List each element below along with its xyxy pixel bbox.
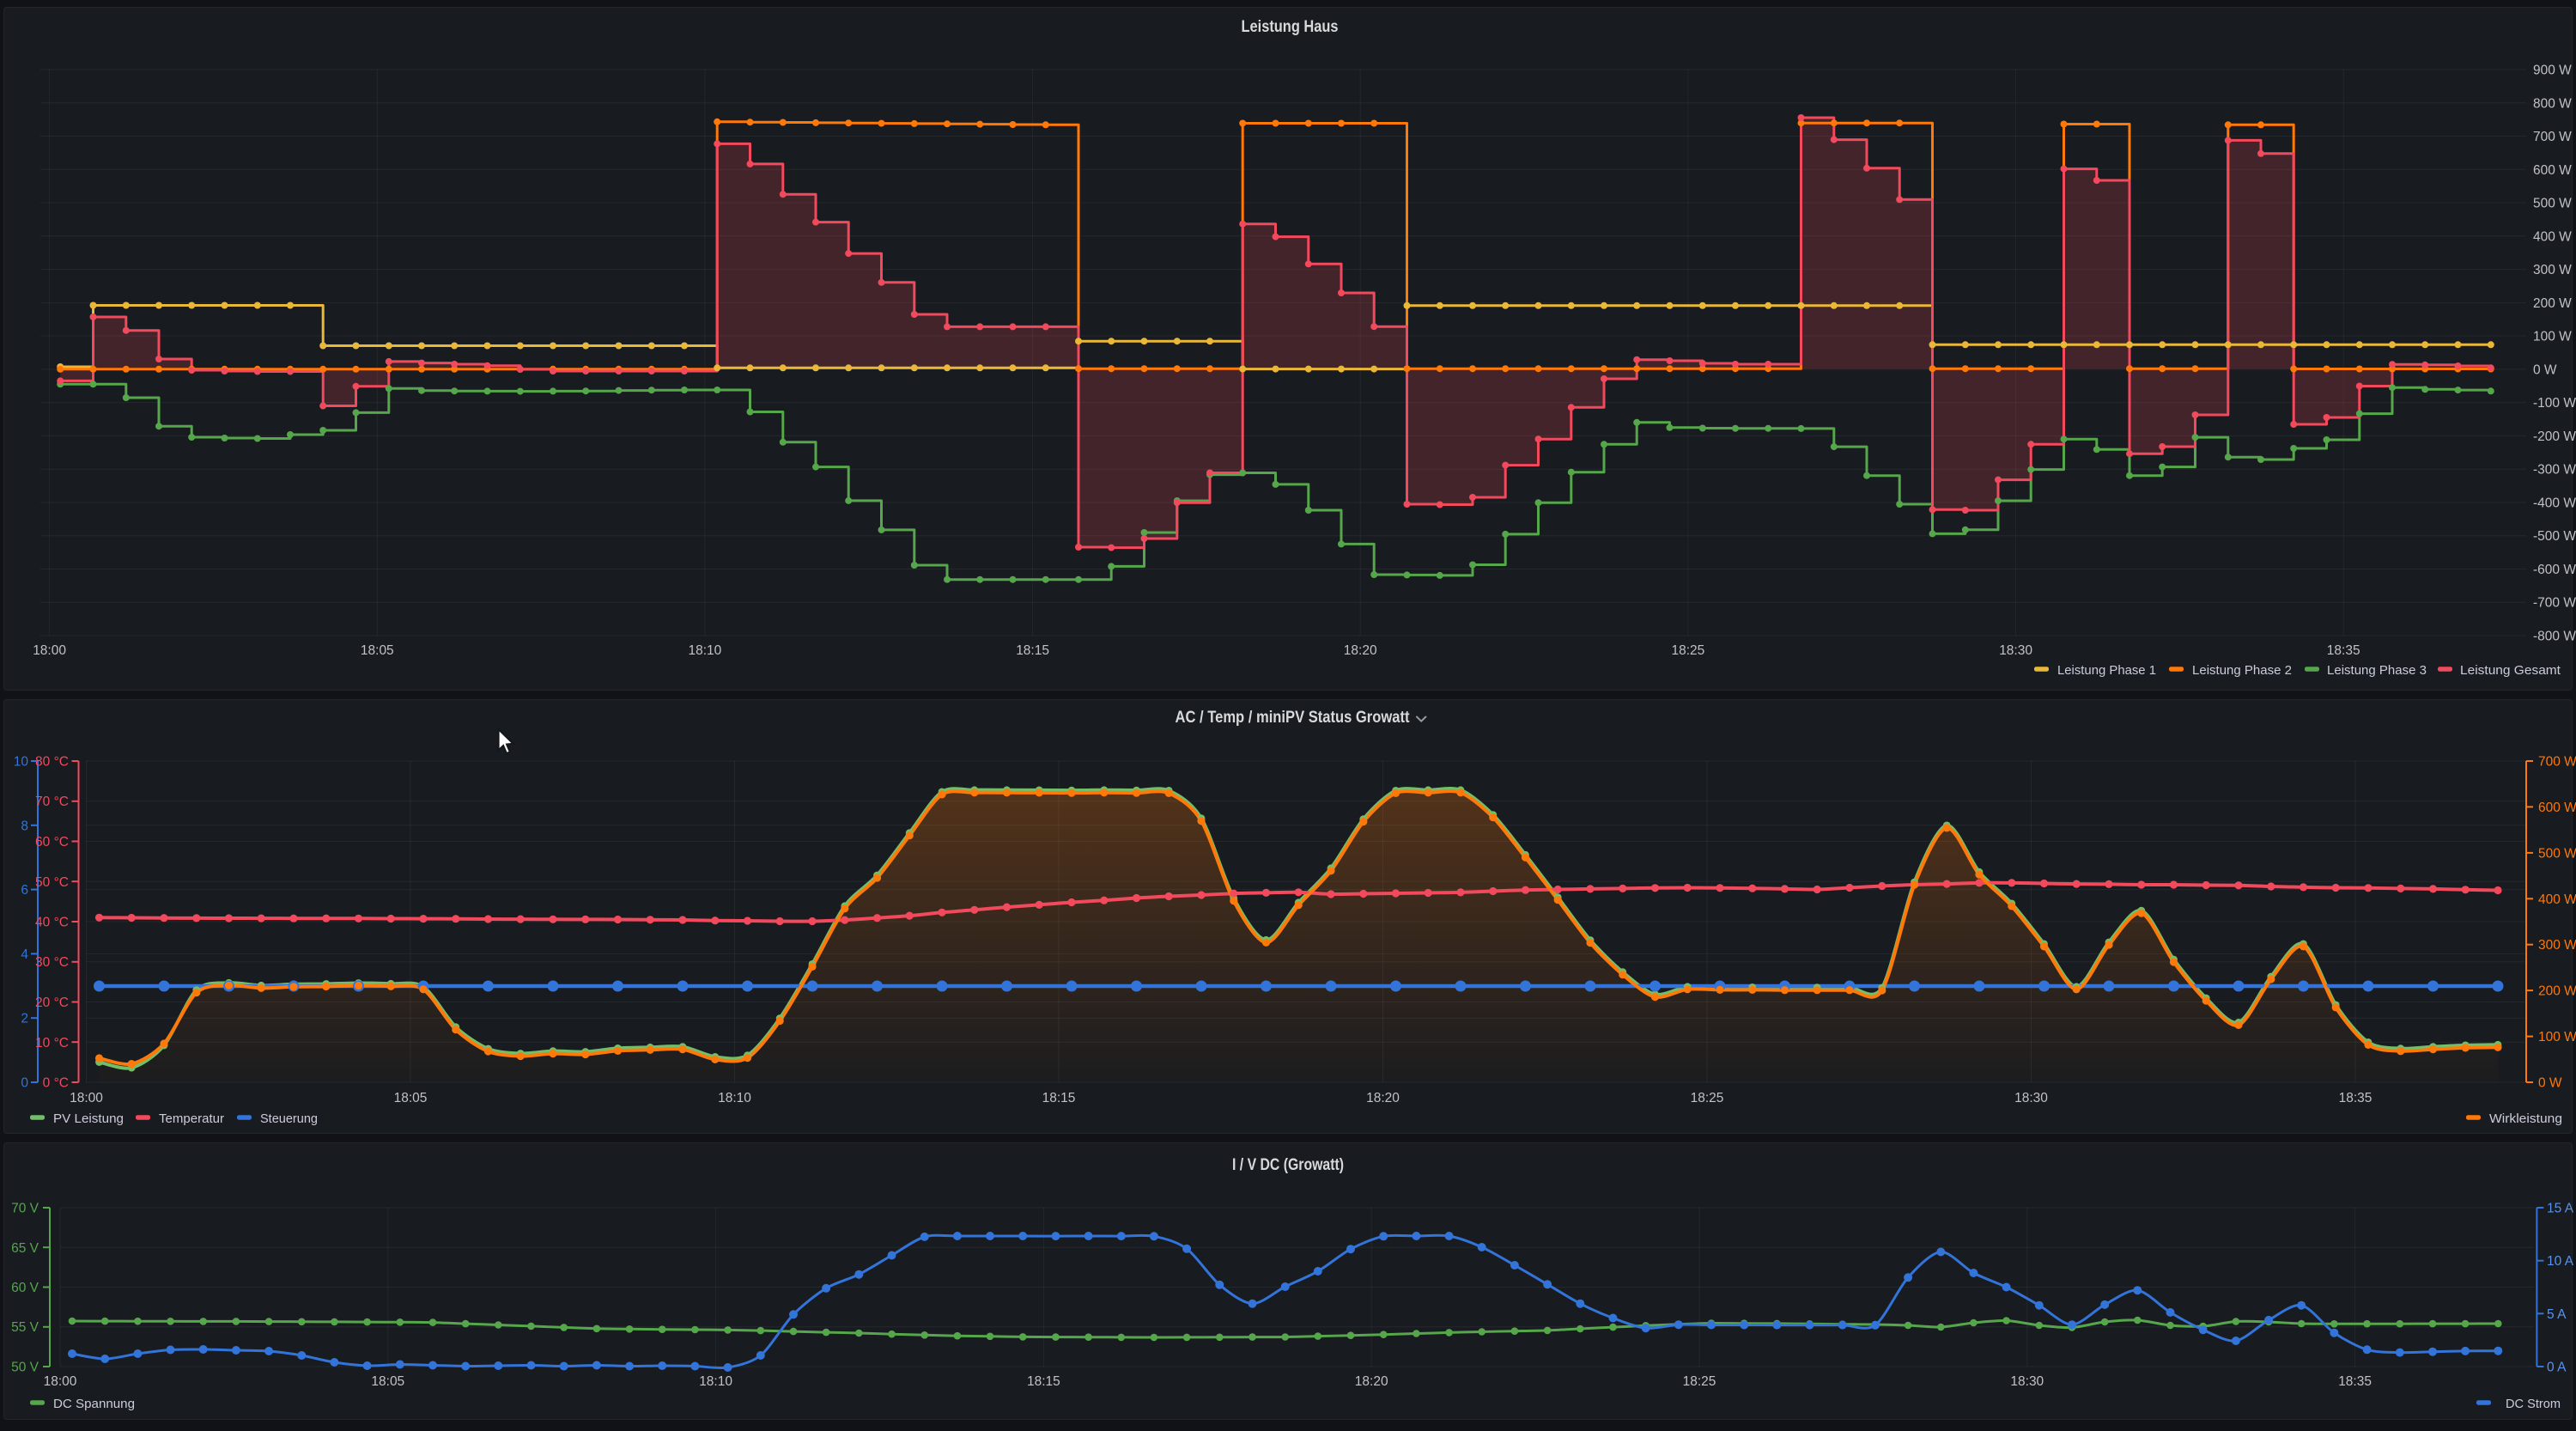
svg-text:100 W: 100 W [2533, 330, 2572, 344]
svg-text:800 W: 800 W [2533, 96, 2572, 111]
svg-text:100 W: 100 W [2538, 1030, 2576, 1044]
svg-text:0 A: 0 A [2547, 1361, 2567, 1375]
svg-text:10: 10 [14, 755, 29, 770]
svg-text:18:20: 18:20 [1366, 1091, 1400, 1105]
svg-text:500 W: 500 W [2533, 197, 2572, 211]
svg-text:-500 W: -500 W [2533, 529, 2576, 544]
svg-text:Temperatur: Temperatur [159, 1111, 224, 1126]
svg-text:18:15: 18:15 [1027, 1374, 1060, 1389]
svg-text:600 W: 600 W [2538, 801, 2576, 815]
svg-text:Leistung Haus: Leistung Haus [1242, 18, 1339, 36]
svg-text:18:35: 18:35 [2338, 1374, 2372, 1389]
svg-text:200 W: 200 W [2538, 984, 2576, 999]
svg-text:Leistung Gesamt: Leistung Gesamt [2460, 663, 2561, 678]
svg-text:55 V: 55 V [11, 1320, 39, 1335]
svg-text:18:15: 18:15 [1042, 1091, 1076, 1105]
svg-text:600 W: 600 W [2533, 163, 2572, 178]
svg-text:-200 W: -200 W [2533, 429, 2576, 444]
svg-text:18:30: 18:30 [2010, 1374, 2044, 1389]
svg-text:5 A: 5 A [2547, 1307, 2567, 1322]
svg-text:18:05: 18:05 [361, 643, 394, 658]
svg-text:18:20: 18:20 [1355, 1374, 1388, 1389]
svg-text:300 W: 300 W [2538, 938, 2576, 953]
svg-text:60 V: 60 V [11, 1281, 39, 1295]
svg-text:80 °C: 80 °C [35, 755, 69, 770]
svg-text:18:20: 18:20 [1344, 643, 1377, 658]
svg-text:DC Strom: DC Strom [2506, 1397, 2561, 1411]
svg-text:50 °C: 50 °C [35, 875, 69, 890]
svg-text:0 W: 0 W [2538, 1076, 2562, 1091]
svg-text:300 W: 300 W [2533, 263, 2572, 277]
svg-text:18:25: 18:25 [1691, 1091, 1724, 1105]
svg-text:0 W: 0 W [2533, 362, 2557, 377]
svg-text:70 V: 70 V [11, 1202, 39, 1216]
svg-text:Leistung Phase 2: Leistung Phase 2 [2192, 663, 2292, 678]
svg-text:Steuerung: Steuerung [260, 1111, 318, 1126]
svg-text:700 W: 700 W [2538, 755, 2576, 770]
svg-text:18:00: 18:00 [70, 1091, 103, 1105]
svg-text:15 A: 15 A [2547, 1202, 2574, 1216]
svg-text:-600 W: -600 W [2533, 563, 2576, 577]
svg-text:-300 W: -300 W [2533, 463, 2576, 478]
svg-text:Leistung Phase 1: Leistung Phase 1 [2057, 663, 2156, 678]
svg-text:-800 W: -800 W [2533, 630, 2576, 644]
svg-text:18:05: 18:05 [371, 1374, 404, 1389]
svg-text:Leistung Phase 3: Leistung Phase 3 [2327, 663, 2427, 678]
svg-text:Wirkleistung: Wirkleistung [2489, 1111, 2562, 1126]
svg-text:-400 W: -400 W [2533, 496, 2576, 510]
svg-text:18:00: 18:00 [44, 1374, 77, 1389]
svg-text:8: 8 [21, 819, 28, 833]
svg-text:900 W: 900 W [2533, 64, 2572, 78]
svg-text:700 W: 700 W [2533, 130, 2572, 144]
svg-text:50 V: 50 V [11, 1361, 39, 1375]
svg-text:18:10: 18:10 [718, 1091, 751, 1105]
svg-text:-700 W: -700 W [2533, 596, 2576, 611]
svg-text:60 °C: 60 °C [35, 835, 69, 849]
svg-text:I / V DC (Growatt): I / V DC (Growatt) [1232, 1156, 1344, 1174]
svg-text:70 °C: 70 °C [35, 795, 69, 809]
svg-text:18:10: 18:10 [699, 1374, 732, 1389]
svg-text:500 W: 500 W [2538, 846, 2576, 861]
svg-text:40 °C: 40 °C [35, 916, 69, 930]
svg-text:18:35: 18:35 [2327, 643, 2360, 658]
svg-text:400 W: 400 W [2538, 892, 2576, 907]
svg-text:10 A: 10 A [2547, 1254, 2574, 1269]
svg-text:6: 6 [21, 883, 28, 898]
svg-text:30 °C: 30 °C [35, 955, 69, 970]
svg-text:0: 0 [21, 1076, 28, 1091]
svg-text:4: 4 [21, 947, 28, 962]
svg-text:18:25: 18:25 [1672, 643, 1705, 658]
svg-text:2: 2 [21, 1012, 28, 1026]
svg-text:18:00: 18:00 [33, 643, 66, 658]
svg-text:20 °C: 20 °C [35, 996, 69, 1010]
svg-text:18:30: 18:30 [2014, 1091, 2048, 1105]
svg-text:18:30: 18:30 [1999, 643, 2032, 658]
svg-text:18:10: 18:10 [689, 643, 722, 658]
svg-text:AC / Temp / miniPV Status Grow: AC / Temp / miniPV Status Growatt [1176, 709, 1411, 727]
svg-text:PV Leistung: PV Leistung [53, 1111, 124, 1126]
svg-text:400 W: 400 W [2533, 229, 2572, 244]
svg-text:10 °C: 10 °C [35, 1036, 69, 1050]
svg-text:0 °C: 0 °C [43, 1076, 69, 1091]
svg-text:-100 W: -100 W [2533, 396, 2576, 411]
svg-text:18:15: 18:15 [1016, 643, 1049, 658]
svg-text:65 V: 65 V [11, 1241, 39, 1256]
svg-text:DC Spannung: DC Spannung [53, 1397, 135, 1411]
svg-text:18:25: 18:25 [1683, 1374, 1716, 1389]
svg-text:18:05: 18:05 [394, 1091, 428, 1105]
svg-text:200 W: 200 W [2533, 296, 2572, 311]
svg-text:18:35: 18:35 [2339, 1091, 2372, 1105]
